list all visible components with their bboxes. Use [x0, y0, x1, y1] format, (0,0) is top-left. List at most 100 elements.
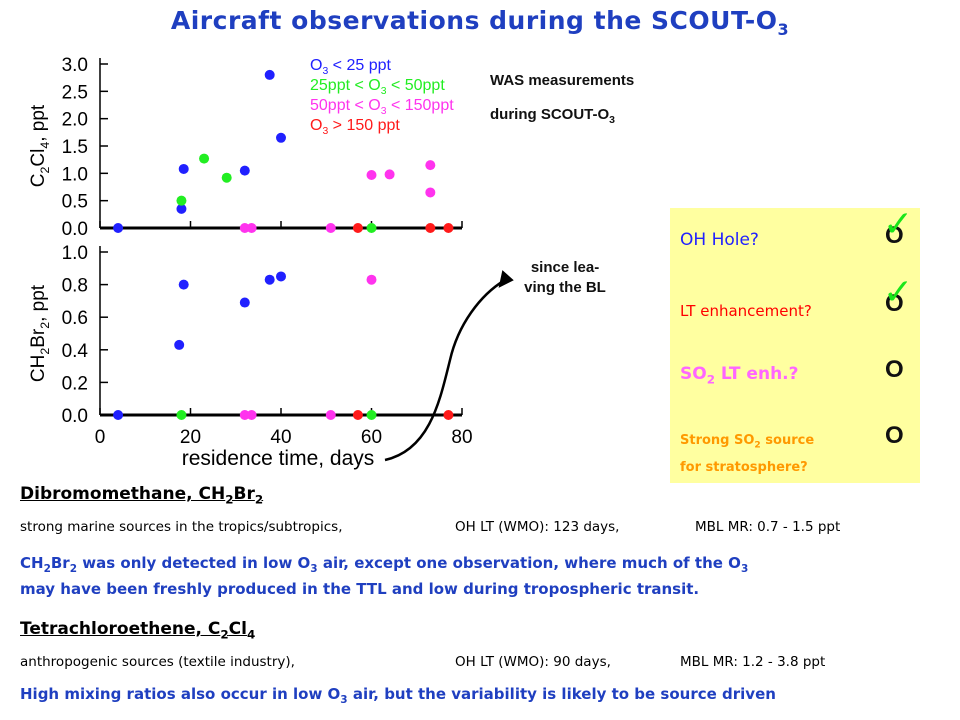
status-lt-enhancement: O: [885, 290, 904, 317]
y-tick-label-1-2: 0.4: [62, 341, 89, 362]
point-1-2-3: [366, 274, 377, 285]
point-0-3-2: [443, 223, 454, 233]
slide-title-subscript: 3: [777, 20, 790, 39]
point-0-1-0: [176, 195, 187, 206]
point-0-2-6: [425, 187, 436, 198]
question-so2-lt-post: LT enh.?: [714, 364, 799, 384]
question-so2-source-line2: for stratosphere?: [680, 459, 808, 475]
point-0-2-2: [325, 223, 336, 233]
dbm-note-a: CH: [20, 554, 44, 572]
x-axis-label: residence time, days: [182, 447, 375, 470]
point-0-3-1: [425, 223, 436, 233]
question-lt-enhancement: LT enhancement?: [680, 302, 812, 320]
point-0-0-0: [113, 223, 124, 233]
since-annotation-line2: ving the BL: [524, 279, 606, 296]
point-1-3-1: [443, 410, 454, 420]
x-tick-label-2: 40: [270, 427, 291, 448]
dbm-note-b: 2: [43, 563, 51, 575]
point-1-0-1: [174, 339, 185, 350]
point-0-0-4: [264, 69, 275, 80]
y-tick-label-1-0: 0.0: [62, 406, 88, 427]
tce-heading: Tetrachloroethene, C2Cl4: [20, 619, 255, 641]
y-tick-label-0-4: 2.0: [62, 110, 88, 131]
tce-heading-sub1: 2: [220, 627, 229, 642]
point-1-0-4: [264, 274, 275, 285]
y-tick-label-0-3: 1.5: [62, 137, 88, 158]
question-so2-lt: SO2 LT enh.?: [680, 364, 799, 386]
dbm-sources: strong marine sources in the tropics/sub…: [20, 519, 343, 535]
dbm-note-g: air, except one observation, where much …: [317, 554, 741, 572]
tce-heading-sub2: 4: [246, 627, 256, 642]
point-1-0-2: [178, 279, 189, 290]
tce-heading-b: Cl: [228, 619, 247, 639]
point-0-0-1: [176, 203, 187, 214]
point-0-3-0: [352, 223, 363, 233]
question-so2-source-line1: Strong SO2 source: [680, 430, 814, 457]
y-tick-label-1-5: 1.0: [62, 243, 88, 264]
point-1-0-0: [113, 410, 124, 420]
dbm-lifetime: OH LT (WMO): 123 days,: [455, 519, 620, 535]
point-0-0-5: [276, 132, 286, 143]
question-so2-source-sub: 2: [754, 440, 761, 451]
check-icon-lt-enhancement: ✓: [883, 272, 914, 313]
status-so2-lt: O: [885, 356, 904, 383]
was-annotation-text: during SCOUT-O: [490, 106, 610, 123]
point-0-0-2: [178, 163, 189, 174]
dbm-note-f: 3: [310, 563, 318, 575]
y-tick-label-0-6: 3.0: [62, 55, 88, 76]
check-icon-oh-hole: ✓: [883, 204, 914, 245]
dbm-heading-sub1: 2: [225, 492, 234, 507]
was-annotation-subscript: 3: [609, 114, 616, 126]
slide-title: Aircraft observations during the SCOUT-O…: [0, 6, 960, 39]
y-tick-label-1-4: 0.8: [62, 276, 88, 297]
y-axis-label-0: C2Cl4, ppt: [28, 104, 52, 187]
dbm-heading: Dibromomethane, CH2Br2: [20, 484, 263, 506]
legend-entry-0: O3 < 25 ppt: [310, 57, 392, 77]
y-tick-label-1-3: 0.6: [62, 308, 88, 329]
tce-mixing-ratio: MBL MR: 1.2 - 3.8 ppt: [680, 654, 826, 670]
point-1-0-5: [276, 271, 286, 282]
was-annotation-line2: during SCOUT-O3: [490, 106, 615, 126]
tce-lifetime: OH LT (WMO): 90 days,: [455, 654, 611, 670]
since-annotation-line1: since lea-: [530, 259, 600, 276]
point-1-3-0: [352, 410, 363, 420]
status-oh-hole: O: [885, 222, 904, 249]
x-tick-label-1: 20: [180, 427, 201, 448]
point-0-1-1: [199, 153, 210, 164]
dbm-note-d: 2: [69, 563, 78, 575]
point-0-2-3: [366, 169, 377, 180]
tce-sources: anthropogenic sources (textile industry)…: [20, 654, 295, 670]
y-tick-label-0-5: 2.5: [62, 82, 88, 103]
point-1-2-1: [246, 410, 257, 420]
x-tick-label-4: 80: [451, 427, 472, 448]
point-1-1-1: [366, 410, 377, 420]
question-so2-source: Strong SO2 source for stratosphere?: [680, 430, 814, 479]
dbm-heading-sub2: 2: [254, 492, 264, 507]
legend-entry-2: 50ppt < O3 < 150ppt: [310, 97, 454, 117]
y-axis-label-1: CH2Br2, ppt: [28, 284, 52, 382]
dbm-note-h: 3: [740, 563, 749, 575]
y-tick-label-0-2: 1.0: [62, 164, 88, 185]
dbm-heading-a: Dibromomethane, CH: [20, 484, 226, 504]
question-so2-lt-pre: SO: [680, 364, 707, 384]
legend-entry-1: 25ppt < O3 < 50ppt: [310, 77, 445, 97]
tce-note: High mixing ratios also occur in low O3 …: [20, 684, 950, 710]
legend-entry-3: O3 > 150 ppt: [310, 117, 400, 137]
tce-note-c: air, but the variability is likely to be…: [347, 685, 776, 703]
arrow-line: [384, 278, 506, 462]
point-0-2-4: [384, 169, 395, 180]
dbm-mixing-ratio: MBL MR: 0.7 - 1.5 ppt: [695, 519, 841, 535]
chart-canvas: 0.0 0.5 1.0 1.5 2.0 2.5 3.0 C2Cl4, ppt O3 < 25 p…: [28, 55, 514, 470]
point-0-1-3: [366, 223, 377, 233]
question-so2-source-pre: Strong SO: [680, 433, 755, 448]
question-oh-hole: OH Hole?: [680, 230, 759, 250]
y-tick-label-0-1: 0.5: [62, 192, 88, 213]
y-tick-label-0-0: 0.0: [62, 219, 88, 240]
arrow-head: [498, 270, 514, 288]
dbm-note-c: Br: [50, 554, 70, 572]
x-tick-label-0: 0: [95, 427, 106, 448]
x-tick-label-3: 60: [361, 427, 382, 448]
point-1-1-0: [176, 410, 187, 420]
slide-title-text: Aircraft observations during the SCOUT-O: [170, 6, 778, 35]
point-1-2-2: [325, 410, 336, 420]
